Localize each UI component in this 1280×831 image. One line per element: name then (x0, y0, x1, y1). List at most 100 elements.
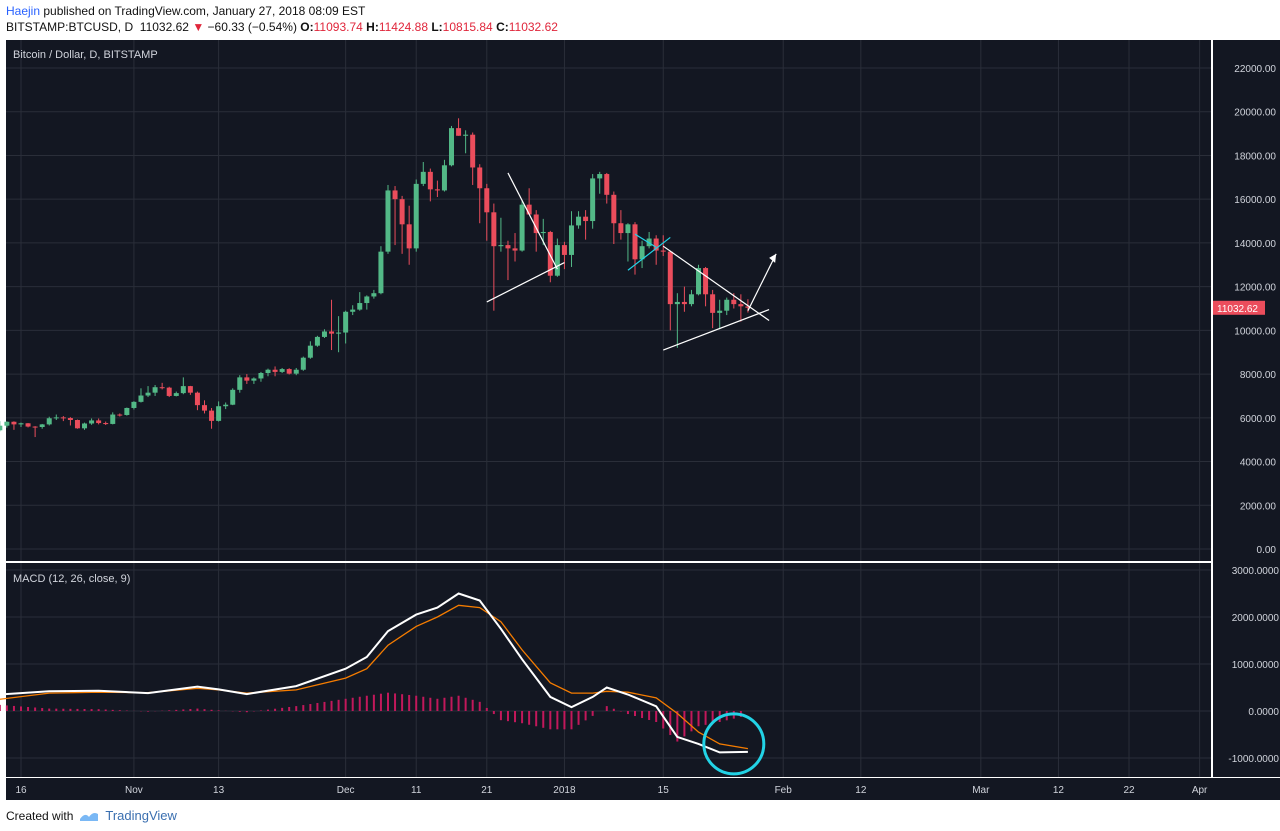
price-tick-label: 4000.00 (1240, 458, 1277, 469)
candle-body (385, 190, 391, 252)
candle-body (406, 224, 412, 249)
candle-body (703, 268, 709, 295)
candle-body (244, 377, 250, 381)
candle-body (526, 204, 532, 215)
price-tick-label: 6000.00 (1240, 414, 1277, 425)
candle-body (449, 128, 455, 166)
candle-body (590, 178, 596, 222)
date-tick-label: Feb (775, 785, 793, 796)
candle-body (138, 395, 144, 402)
candle-body (103, 423, 109, 425)
highlight-circle-annotation (702, 712, 766, 776)
price-tick-label: 16000.00 (1234, 195, 1276, 206)
candle-body (124, 407, 130, 415)
candle-body (604, 174, 610, 195)
macd-title: MACD (12, 26, close, 9) (13, 573, 130, 585)
candle-body (0, 425, 3, 431)
candle-body (738, 304, 744, 307)
candle-body (674, 301, 680, 305)
candle-body (456, 128, 462, 136)
candle-body (498, 245, 504, 247)
candle-body (159, 387, 165, 389)
price-tick-label: 20000.00 (1234, 108, 1276, 119)
candle-body (110, 414, 116, 424)
date-tick-label: 22 (1123, 785, 1135, 796)
candle-body (60, 417, 66, 419)
price-change: −60.33 (−0.54%) (207, 20, 297, 34)
candle-body (611, 194, 617, 224)
candle-body (710, 294, 716, 313)
candle-body (378, 251, 384, 294)
candle-body (484, 188, 490, 213)
price-chart-title: Bitcoin / Dollar, D, BITSTAMP (13, 49, 158, 61)
candle-body (576, 216, 582, 226)
price-tick-label: 0.00 (1257, 545, 1277, 556)
candle-body (745, 306, 751, 308)
date-tick-label: 12 (855, 785, 867, 796)
macd-tick-label: 3000.0000 (1232, 566, 1280, 577)
candle-body (145, 392, 151, 396)
price-tick-label: 12000.00 (1234, 283, 1276, 294)
date-tick-label: Dec (337, 785, 355, 796)
date-tick-label: 21 (481, 785, 493, 796)
candle-body (209, 410, 215, 421)
candle-body (364, 296, 370, 304)
author-link[interactable]: Haejin (6, 4, 41, 18)
trend-line-annotation (634, 233, 657, 248)
chart-area[interactable]: 0.00 2000.00 4000.00 6000.00 8000.00 10000.00… (0, 38, 1280, 801)
candle-body (371, 293, 377, 297)
candle-body (427, 171, 433, 190)
candle-body (173, 393, 179, 396)
candle-body (265, 369, 271, 373)
candle-body (463, 134, 469, 136)
candle-body (251, 378, 257, 381)
candle-body (11, 421, 17, 425)
candle-body (660, 250, 666, 252)
candle-body (216, 406, 222, 421)
candle-body (89, 420, 95, 424)
macd-tick-label: 0.0000 (1248, 707, 1279, 718)
candle-body (357, 303, 363, 310)
candle-body (470, 134, 476, 168)
low-value: 10815.84 (442, 20, 493, 34)
last-price-tag (1213, 300, 1265, 315)
high-label: H: (366, 20, 379, 34)
trend-line-annotation (627, 236, 671, 271)
macd-line (0, 592, 748, 754)
candle-body (731, 299, 737, 305)
publish-info: Haejin published on TradingView.com, Jan… (6, 4, 365, 18)
candle-body (74, 420, 80, 429)
price-pane (6, 40, 1211, 561)
price-axis (1213, 40, 1280, 777)
candle-body (491, 212, 497, 247)
date-tick-label: 11 (411, 785, 422, 796)
price-tick-label: 10000.00 (1234, 326, 1276, 337)
candle-body (180, 386, 186, 394)
publish-text: published on TradingView.com, January 27… (40, 4, 366, 18)
close-label: C: (496, 20, 509, 34)
candle-body (279, 369, 285, 372)
tradingview-brand[interactable]: TradingView (105, 808, 177, 823)
candle-body (286, 369, 292, 374)
candle-body (329, 331, 335, 334)
price-tick-label: 14000.00 (1234, 239, 1276, 250)
price-tick-label: 8000.00 (1240, 370, 1277, 381)
date-tick-label: 16 (15, 785, 27, 796)
trend-line-annotation (662, 245, 770, 322)
last-price: 11032.62 (139, 20, 189, 34)
candle-body (724, 299, 730, 311)
candle-body (413, 183, 419, 249)
candle-body (166, 387, 172, 396)
candle-body (597, 174, 603, 179)
candle-body (117, 414, 123, 416)
candle-body (547, 231, 553, 276)
date-tick-label: 13 (213, 785, 225, 796)
candle-body (618, 223, 624, 234)
candle-body (681, 301, 687, 305)
candle-body (717, 310, 723, 313)
candle-body (223, 404, 229, 407)
candle-body (561, 245, 567, 255)
open-label: O: (300, 20, 314, 34)
candle-body (194, 392, 200, 406)
candle-body (152, 387, 158, 393)
